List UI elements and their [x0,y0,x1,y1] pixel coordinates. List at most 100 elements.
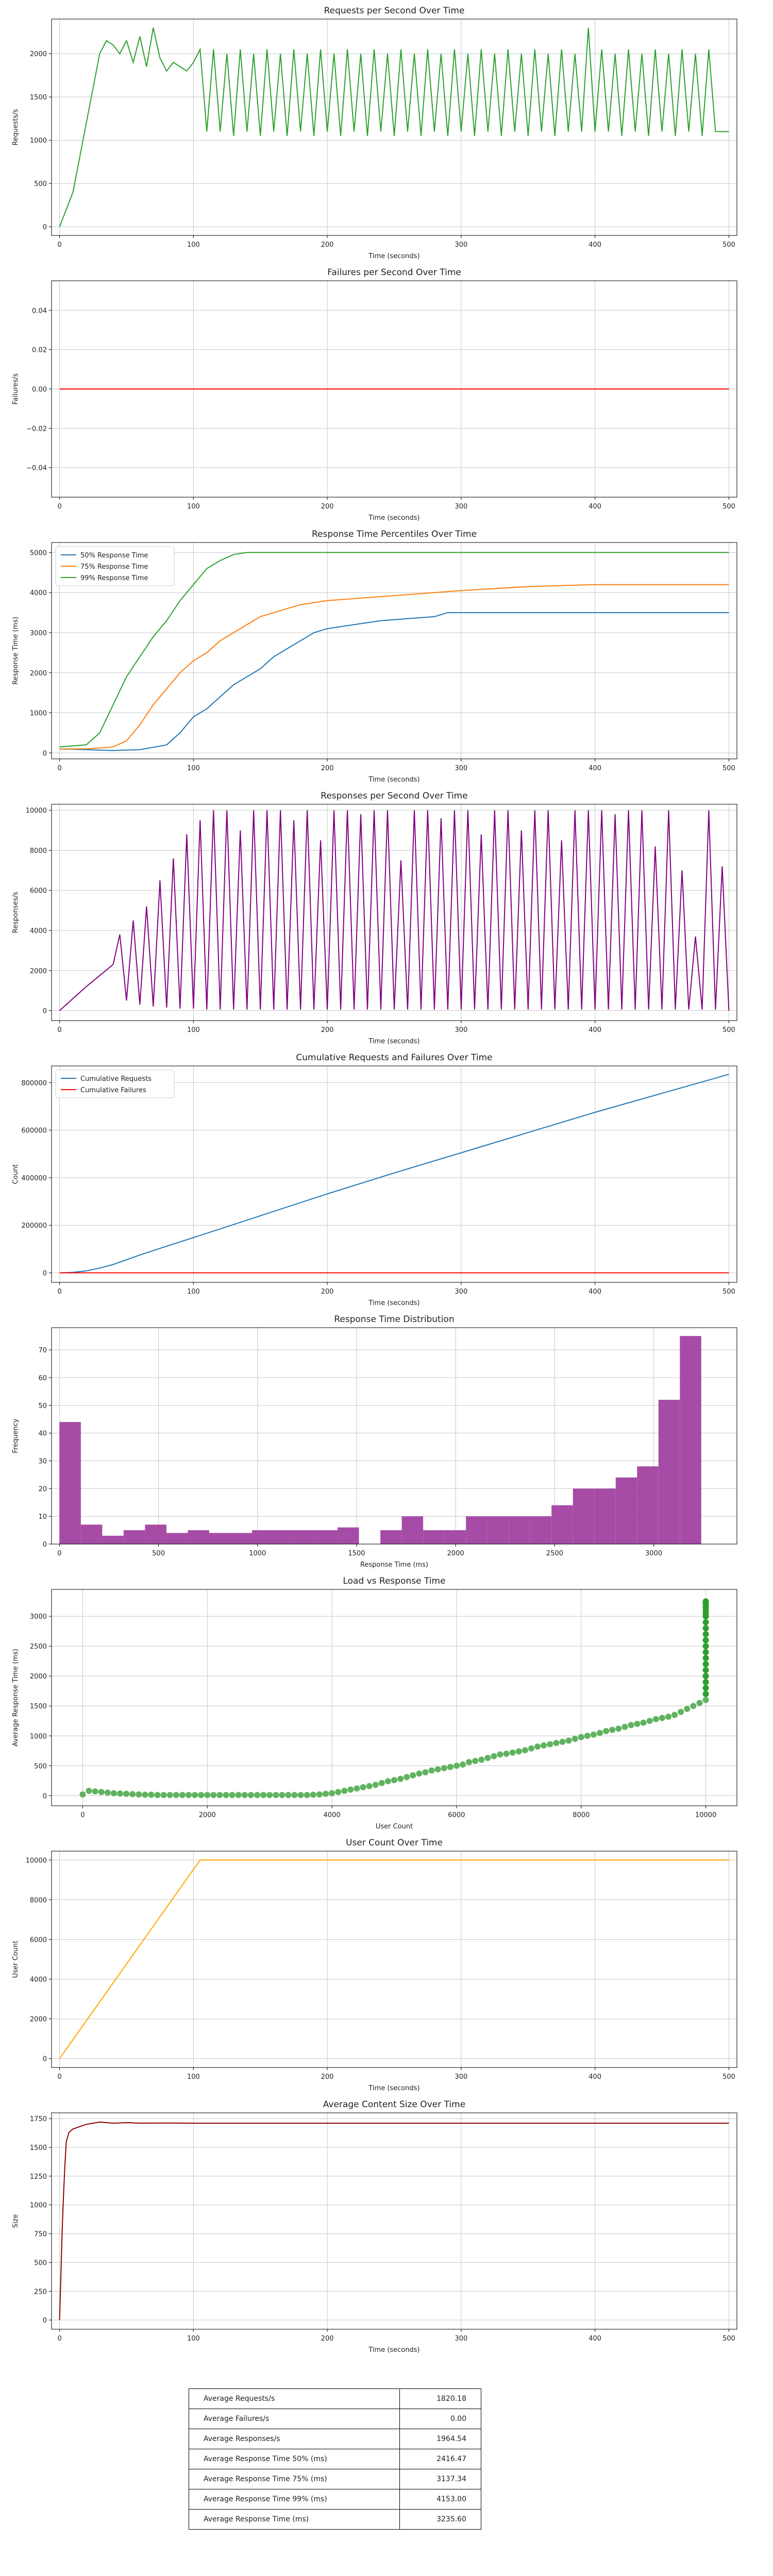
legend-label: Cumulative Requests [80,1075,152,1083]
scatter-point [378,1780,385,1786]
summary-value: 1964.54 [399,2429,482,2449]
x-tick-label: 300 [455,2335,467,2343]
y-tick-label: 500 [34,1762,47,1770]
y-tick-label: 4000 [30,589,47,597]
x-tick-label: 400 [589,241,601,249]
scatter-point [235,1792,242,1799]
scatter-point [702,1631,709,1638]
x-tick-label: 0 [57,1288,61,1296]
y-tick-label: 3000 [30,1613,47,1621]
scatter-point [634,1721,641,1727]
summary-value: 3137.34 [399,2469,482,2489]
x-axis-label: User Count [376,1823,413,1831]
x-tick-label: 0 [57,2335,61,2343]
scatter-point [416,1770,423,1777]
y-tick-label: 800000 [21,1079,47,1087]
chart-rps: Requests per Second Over Time 0 100 200 300 4… [12,6,737,260]
scatter-point [453,1762,460,1769]
x-tick-label: 0 [57,1550,61,1557]
legend: Cumulative Requests Cumulative Failures [55,1070,175,1098]
scatter-point [434,1766,441,1773]
scatter-point [603,1727,610,1734]
y-tick-label: 2000 [30,968,47,975]
x-tick-label: 100 [187,503,200,511]
scatter-point [285,1792,292,1799]
scatter-point [678,1708,684,1715]
histogram-bar [188,1530,209,1544]
scatter-point [397,1775,404,1782]
scatter-point [117,1790,123,1797]
plot-frame [51,2112,737,2330]
y-axis-label: Count [12,1164,20,1184]
series-line [59,1859,729,2059]
histogram-bar [401,1516,424,1544]
scatter-point [384,1778,391,1785]
chart-title: Responses per Second Over Time [321,791,467,801]
scatter-point [291,1792,298,1799]
x-tick-label: 300 [455,1026,467,1034]
legend-box [55,1070,175,1098]
x-axis-label: Time (seconds) [368,1299,419,1307]
scatter-point [696,1700,703,1706]
scatter-point [547,1741,553,1748]
summary-value: 0.00 [399,2409,482,2429]
scatter-point [142,1791,148,1798]
chart-cum: Cumulative Requests and Failures Over Ti… [12,1053,737,1307]
y-tick-label: 2000 [30,1673,47,1681]
x-tick-label: 4000 [324,1811,341,1819]
scatter-point [702,1637,709,1643]
y-tick-label: 2000 [30,50,47,58]
legend-label: 99% Response Time [80,574,148,582]
histogram-bar [230,1533,253,1544]
histogram-bar [273,1530,295,1544]
x-tick-label: 8000 [573,1811,590,1819]
scatter-point [329,1790,335,1797]
x-tick-label: 500 [722,2335,735,2343]
plot-frame [51,1327,737,1545]
scatter-point [646,1718,653,1724]
histogram-bar [509,1516,530,1544]
x-tick-label: 1500 [348,1550,365,1557]
y-tick-label: 0 [43,224,47,231]
scatter-point [472,1757,479,1764]
scatter-point [304,1792,310,1799]
x-tick-label: 400 [589,1288,601,1296]
y-tick-label: 0.02 [32,347,47,354]
x-tick-label: 400 [589,503,601,511]
histogram-bar [573,1488,595,1544]
legend-label: Cumulative Failures [80,1087,146,1094]
x-tick-label: 300 [455,1288,467,1296]
summary-label: Average Response Time (ms) [189,2509,400,2530]
y-tick-label: 20 [38,1485,47,1493]
table-row: Average Requests/s 1820.18 [189,2388,482,2409]
x-tick-label: 200 [321,503,334,511]
y-tick-label: 0 [43,1270,47,1278]
x-tick-label: 1000 [249,1550,266,1557]
y-tick-label: 200000 [21,1222,47,1230]
plot-frame [51,1065,737,1283]
x-tick-label: 500 [722,241,735,249]
scatter-point [104,1789,111,1796]
summary-label: Average Responses/s [189,2429,400,2449]
table-row: Average Response Time (ms) 3235.60 [189,2509,482,2530]
summary-value: 4153.00 [399,2489,482,2510]
x-tick-label: 300 [455,503,467,511]
y-tick-label: 600000 [21,1127,47,1135]
histogram-bar [551,1505,573,1544]
legend-box [55,546,175,586]
scatter-point [204,1792,211,1799]
y-tick-label: 3000 [30,630,47,637]
scatter-point [640,1719,647,1726]
scatter-point [279,1792,285,1799]
histogram-bar [658,1400,680,1544]
x-tick-label: 0 [57,765,61,772]
y-tick-label: 70 [38,1347,47,1354]
summary-value: 2416.47 [399,2449,482,2469]
summary-table: Average Requests/s 1820.18 Average Failur… [189,2388,482,2530]
scatter-point [98,1789,105,1795]
summary-label: Average Response Time 99% (ms) [189,2489,400,2510]
x-tick-label: 200 [321,1288,334,1296]
scatter-point [478,1756,485,1763]
